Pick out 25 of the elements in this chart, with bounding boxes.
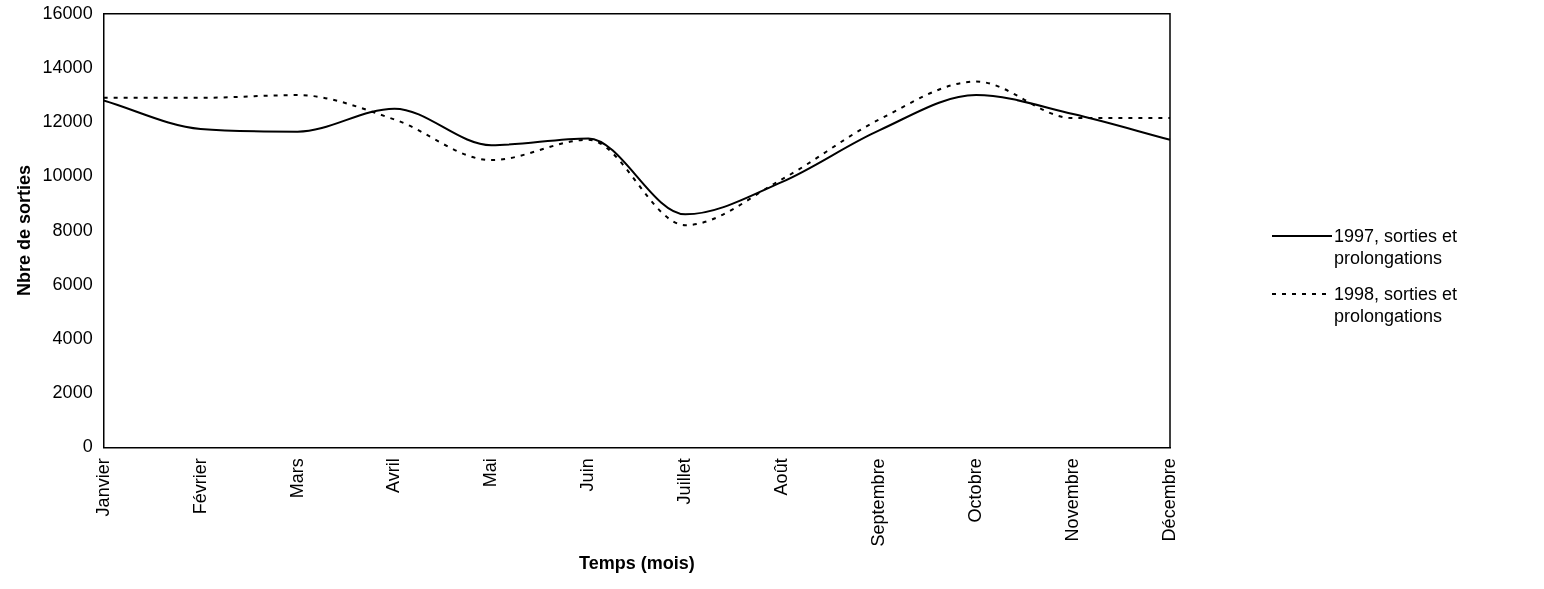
legend-label: 1998, sorties et prolongations bbox=[1334, 283, 1459, 327]
x-tick-label: Juin bbox=[577, 458, 598, 492]
y-tick-label: 4000 bbox=[52, 327, 93, 348]
y-tick-label: 0 bbox=[82, 436, 93, 457]
y-tick-label: 16000 bbox=[42, 2, 93, 23]
x-tick-label: Décembre bbox=[1158, 458, 1179, 542]
y-tick-label: 6000 bbox=[52, 273, 93, 294]
y-tick-label: 2000 bbox=[52, 382, 93, 403]
x-tick-label: Mars bbox=[286, 458, 307, 499]
y-tick-label: 10000 bbox=[42, 165, 93, 186]
y-tick-label: 14000 bbox=[42, 56, 93, 77]
y-tick-label: 8000 bbox=[52, 219, 93, 240]
y-tick-label: 12000 bbox=[42, 111, 93, 132]
y-axis-title: Nbre de sorties bbox=[13, 165, 34, 297]
legend-label: 1997, sorties et prolongations bbox=[1334, 225, 1459, 269]
x-tick-label: Juillet bbox=[674, 458, 695, 505]
x-tick-label: Octobre bbox=[965, 458, 986, 523]
x-tick-label: Janvier bbox=[92, 458, 113, 517]
x-tick-label: Août bbox=[771, 458, 792, 496]
x-axis-title: Temps (mois) bbox=[578, 553, 695, 574]
x-tick-label: Avril bbox=[383, 458, 404, 494]
x-tick-label: Février bbox=[189, 458, 210, 515]
x-tick-label: Septembre bbox=[868, 458, 889, 547]
x-tick-label: Novembre bbox=[1062, 458, 1083, 542]
x-tick-label: Mai bbox=[480, 458, 501, 488]
